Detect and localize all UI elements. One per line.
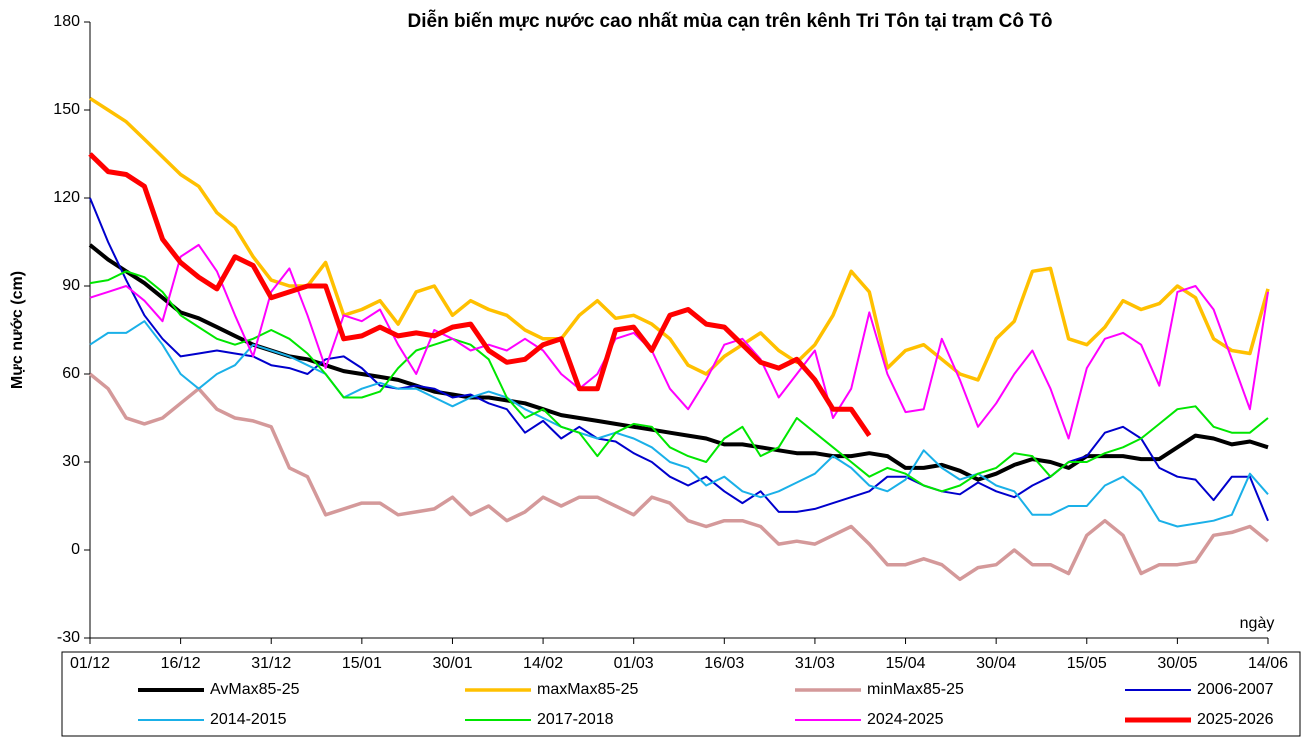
series-line <box>89 243 1269 440</box>
x-tick-label: 14/06 <box>1248 655 1288 672</box>
chart-title: Diễn biến mực nước cao nhất mùa cạn trên… <box>408 10 1053 32</box>
y-tick-label: 150 <box>53 101 80 118</box>
x-tick-label: 31/12 <box>251 655 291 672</box>
x-tick-label: 16/03 <box>704 655 744 672</box>
y-tick-label: 30 <box>62 453 80 470</box>
legend-label: 2014-2015 <box>210 711 287 728</box>
x-tick-label: 15/01 <box>342 655 382 672</box>
legend-label: 2025-2026 <box>1197 711 1274 728</box>
y-tick-label: 90 <box>62 277 80 294</box>
x-tick-label: 01/03 <box>614 655 654 672</box>
x-tick-label: 30/04 <box>976 655 1016 672</box>
legend-label: 2017-2018 <box>537 711 614 728</box>
series-line <box>88 152 872 438</box>
y-tick-label: 0 <box>71 541 80 558</box>
legend-label: minMax85-25 <box>867 681 964 698</box>
x-tick-label: 31/03 <box>795 655 835 672</box>
series-line <box>89 320 1269 528</box>
y-tick-label: 60 <box>62 365 80 382</box>
legend-label: maxMax85-25 <box>537 681 638 698</box>
y-tick-label: -30 <box>57 629 80 646</box>
y-tick-label: 180 <box>53 13 80 30</box>
x-tick-label: 30/01 <box>432 655 472 672</box>
x-tick-label: 16/12 <box>161 655 201 672</box>
legend-box <box>61 651 1301 737</box>
legend-label: AvMax85-25 <box>210 681 300 698</box>
x-tick-label: 01/12 <box>70 655 110 672</box>
y-axis-label: Mực nước (cm) <box>9 271 26 389</box>
x-tick-label: 15/04 <box>886 655 926 672</box>
legend-label: 2024-2025 <box>867 711 944 728</box>
y-tick-label: 120 <box>53 189 80 206</box>
series-line <box>89 270 1269 493</box>
x-tick-label: 30/05 <box>1157 655 1197 672</box>
x-axis-label: ngày <box>1240 615 1275 632</box>
series-line <box>88 372 1270 582</box>
series-line <box>89 96 1270 382</box>
x-tick-label: 14/02 <box>523 655 563 672</box>
x-tick-label: 15/05 <box>1067 655 1107 672</box>
legend-label: 2006-2007 <box>1197 681 1274 698</box>
